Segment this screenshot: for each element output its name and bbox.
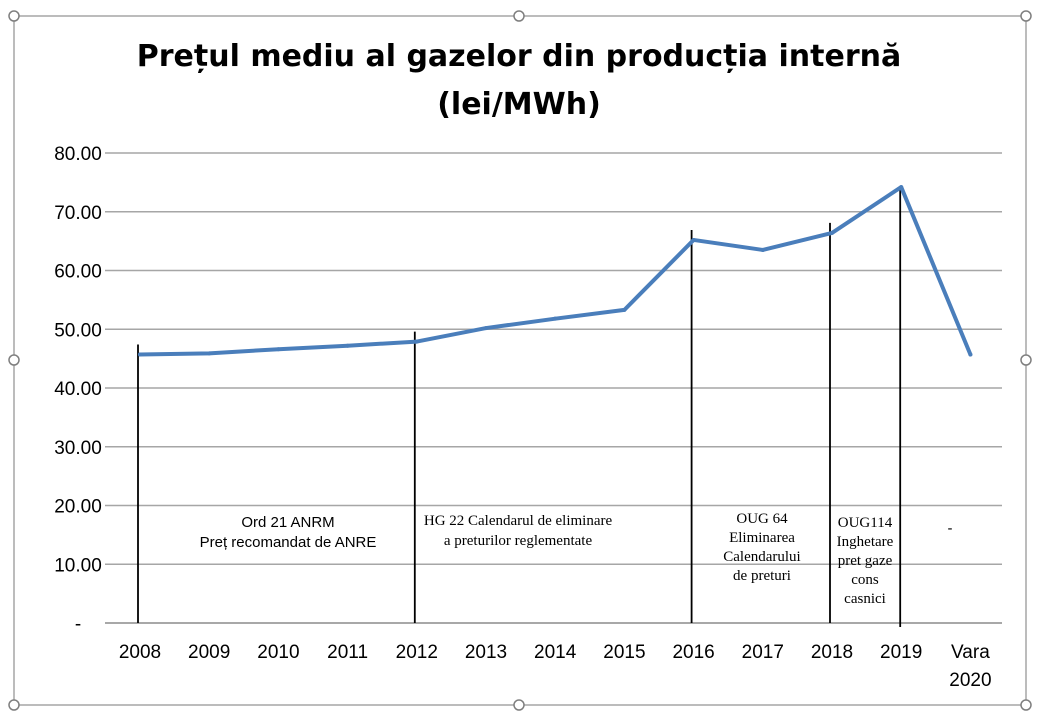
x-tick-label: 2017 xyxy=(742,642,784,663)
data-point xyxy=(830,230,834,235)
data-point xyxy=(622,307,627,312)
x-tick-label: 2016 xyxy=(672,642,714,663)
x-tick-label: 2015 xyxy=(603,642,645,663)
y-tick-label: 40.00 xyxy=(54,379,102,400)
data-point xyxy=(968,352,973,357)
chart-title: Prețul mediu al gazelor din producția in… xyxy=(137,39,901,74)
x-tick-label: 2011 xyxy=(327,642,368,663)
y-tick-label: 20.00 xyxy=(54,497,102,518)
data-point xyxy=(207,351,212,356)
x-tick-label: Vara 2020 xyxy=(949,642,991,691)
resize-handle-bottom[interactable] xyxy=(513,699,525,711)
x-tick-label: 2013 xyxy=(465,642,507,663)
data-point xyxy=(484,326,488,331)
annotation-text: - xyxy=(948,520,953,537)
chart-subtitle: (lei/MWh) xyxy=(437,87,601,122)
resize-handle-bottom-right[interactable] xyxy=(1020,699,1032,711)
x-tick-label: 2012 xyxy=(396,642,438,663)
y-axis-tick-labels: - 10.00 20.00 30.00 40.00 50.00 60.00 70.00 80.0… xyxy=(54,144,102,635)
y-tick-label: 70.00 xyxy=(54,203,102,224)
resize-handle-top-left[interactable] xyxy=(8,10,20,22)
data-point xyxy=(276,347,281,352)
data-point xyxy=(760,247,765,252)
chart-area-border xyxy=(13,15,1027,706)
gridlines xyxy=(105,152,1002,624)
annotation-text: OUG114 Inghetare pret gaze cons casnici xyxy=(837,515,894,607)
x-tick-label: 2009 xyxy=(188,642,230,663)
x-tick-label: 2014 xyxy=(534,642,577,663)
y-tick-label: 80.00 xyxy=(54,144,102,165)
price-series xyxy=(138,185,973,357)
annotations: Ord 21 ANRM Preț recomandat de ANRE HG 22 … xyxy=(200,511,953,607)
x-axis-tick-labels: 2008 2009 2010 2011 2012 2013 2014 2015 2016 2017… xyxy=(119,642,992,691)
resize-handle-right[interactable] xyxy=(1020,354,1032,366)
x-tick-label: 2019 xyxy=(880,642,922,663)
data-point xyxy=(414,339,419,344)
selection-handles[interactable] xyxy=(8,10,1032,711)
resize-handle-left[interactable] xyxy=(8,354,20,366)
y-tick-label: 60.00 xyxy=(54,262,102,283)
policy-markers xyxy=(137,187,902,627)
data-point xyxy=(553,316,558,321)
annotation-text: Ord 21 ANRM Preț recomandat de ANRE xyxy=(200,514,377,551)
data-point xyxy=(691,237,696,242)
x-tick-label: 2018 xyxy=(811,642,853,663)
data-point xyxy=(899,185,904,190)
y-tick-label: 10.00 xyxy=(54,555,102,576)
y-tick-label: 50.00 xyxy=(54,320,102,341)
resize-handle-bottom-left[interactable] xyxy=(8,699,20,711)
y-tick-label: 30.00 xyxy=(54,438,102,459)
x-tick-label: 2010 xyxy=(257,642,299,663)
resize-handle-top[interactable] xyxy=(513,10,525,22)
y-tick-label: - xyxy=(75,614,81,635)
resize-handle-top-right[interactable] xyxy=(1020,10,1032,22)
data-point xyxy=(138,352,142,357)
x-tick-label: 2008 xyxy=(119,642,161,663)
data-point xyxy=(345,343,350,348)
annotation-text: OUG 64 Eliminarea Calendarului de preturi xyxy=(723,511,800,584)
annotation-text: HG 22 Calendarul de eliminare a preturilo… xyxy=(424,513,613,549)
